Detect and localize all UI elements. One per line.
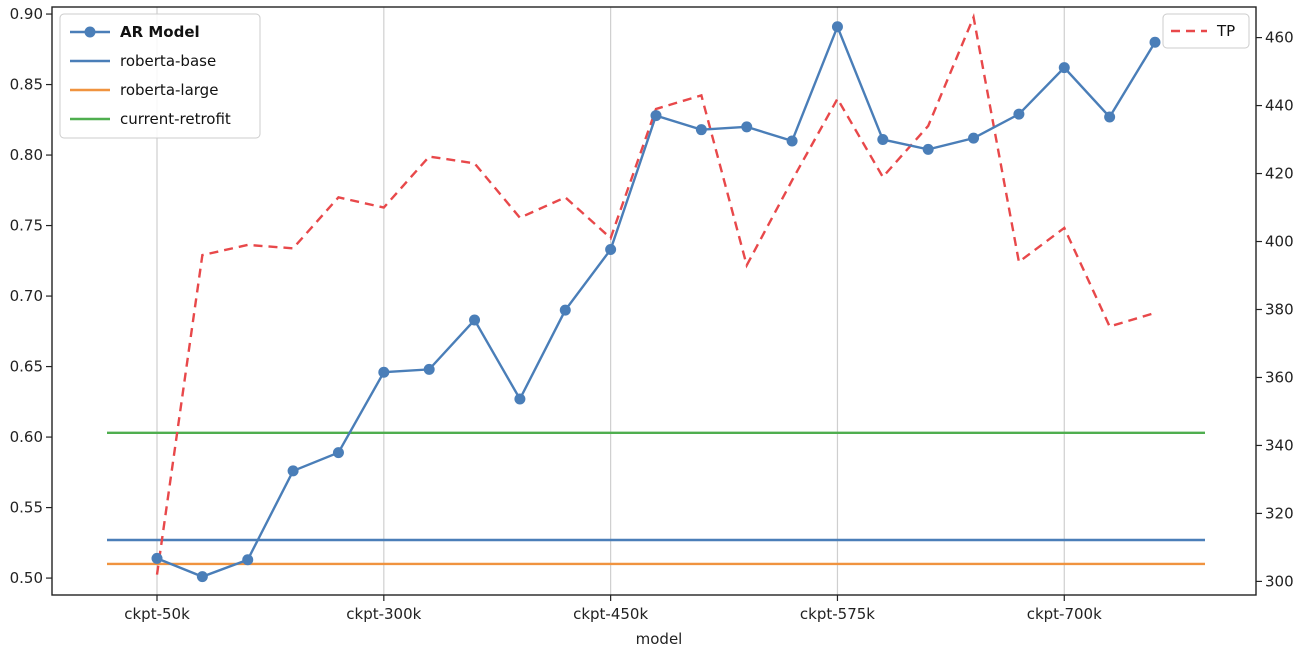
y-tick-label: 0.50 bbox=[10, 569, 43, 587]
legend-left-box bbox=[59, 13, 261, 139]
data-point bbox=[831, 21, 843, 33]
data-point bbox=[1013, 108, 1025, 120]
plot-frame bbox=[51, 6, 1257, 596]
data-point bbox=[786, 135, 798, 147]
y2-tick-label: 420 bbox=[1265, 165, 1294, 183]
data-point bbox=[423, 363, 435, 375]
data-point bbox=[877, 134, 889, 146]
reference-lines bbox=[107, 431, 1205, 566]
series-line-TP bbox=[155, 13, 1156, 575]
legends: AR Model roberta-base roberta-large current… bbox=[59, 13, 1250, 139]
y2-tick-label: 360 bbox=[1265, 368, 1294, 386]
data-point bbox=[1104, 111, 1116, 123]
y2-tick-label: 300 bbox=[1265, 572, 1294, 590]
y-tick-label: 0.65 bbox=[10, 358, 43, 376]
x-tick-label: ckpt-300k bbox=[346, 605, 421, 623]
axes: 0.50 0.55 0.60 0.65 0.70 0.75 0.80 0.85 0.90 300 3… bbox=[10, 5, 1294, 646]
y2-tick-label: 380 bbox=[1265, 300, 1294, 318]
x-gridlines bbox=[156, 7, 1065, 595]
legend-label: roberta-base bbox=[120, 52, 216, 70]
data-point bbox=[196, 571, 208, 583]
legend-label: TP bbox=[1216, 22, 1235, 40]
y-tick-label: 0.75 bbox=[10, 217, 43, 235]
x-tick-label: ckpt-50k bbox=[124, 605, 190, 623]
data-point bbox=[242, 554, 254, 566]
y-tick-label: 0.80 bbox=[10, 146, 43, 164]
x-tick-label: ckpt-700k bbox=[1027, 605, 1102, 623]
y-tick-label: 0.85 bbox=[10, 76, 43, 94]
y2-tick-label: 440 bbox=[1265, 97, 1294, 115]
x-axis-label: model bbox=[636, 630, 683, 646]
legend-label: current-retrofit bbox=[120, 110, 231, 128]
legend-label: AR Model bbox=[120, 23, 200, 41]
data-point bbox=[151, 552, 163, 564]
legend-label: roberta-large bbox=[120, 81, 218, 99]
data-point bbox=[968, 132, 980, 144]
data-point bbox=[1149, 36, 1161, 48]
y-tick-label: 0.90 bbox=[10, 5, 43, 23]
data-point bbox=[287, 465, 299, 477]
data-point bbox=[469, 314, 481, 326]
data-point bbox=[378, 366, 390, 378]
y2-tick-label: 400 bbox=[1265, 233, 1294, 251]
y2-tick-label: 320 bbox=[1265, 504, 1294, 522]
data-point bbox=[605, 244, 617, 256]
x-tick-label: ckpt-450k bbox=[573, 605, 648, 623]
data-point bbox=[514, 393, 526, 405]
legend-marker bbox=[84, 26, 96, 38]
y2-tick-label: 340 bbox=[1265, 436, 1294, 454]
y-tick-label: 0.70 bbox=[10, 287, 43, 305]
y2-tick-label: 460 bbox=[1265, 29, 1294, 47]
series-group bbox=[151, 13, 1161, 583]
data-point bbox=[332, 447, 344, 459]
data-point bbox=[695, 124, 707, 136]
x-tick-label: ckpt-575k bbox=[800, 605, 875, 623]
data-point bbox=[1058, 62, 1070, 74]
data-point bbox=[922, 143, 934, 155]
data-point bbox=[741, 121, 753, 133]
y-tick-label: 0.60 bbox=[10, 428, 43, 446]
data-point bbox=[559, 304, 571, 316]
y-tick-label: 0.55 bbox=[10, 499, 43, 517]
data-point bbox=[650, 110, 662, 122]
